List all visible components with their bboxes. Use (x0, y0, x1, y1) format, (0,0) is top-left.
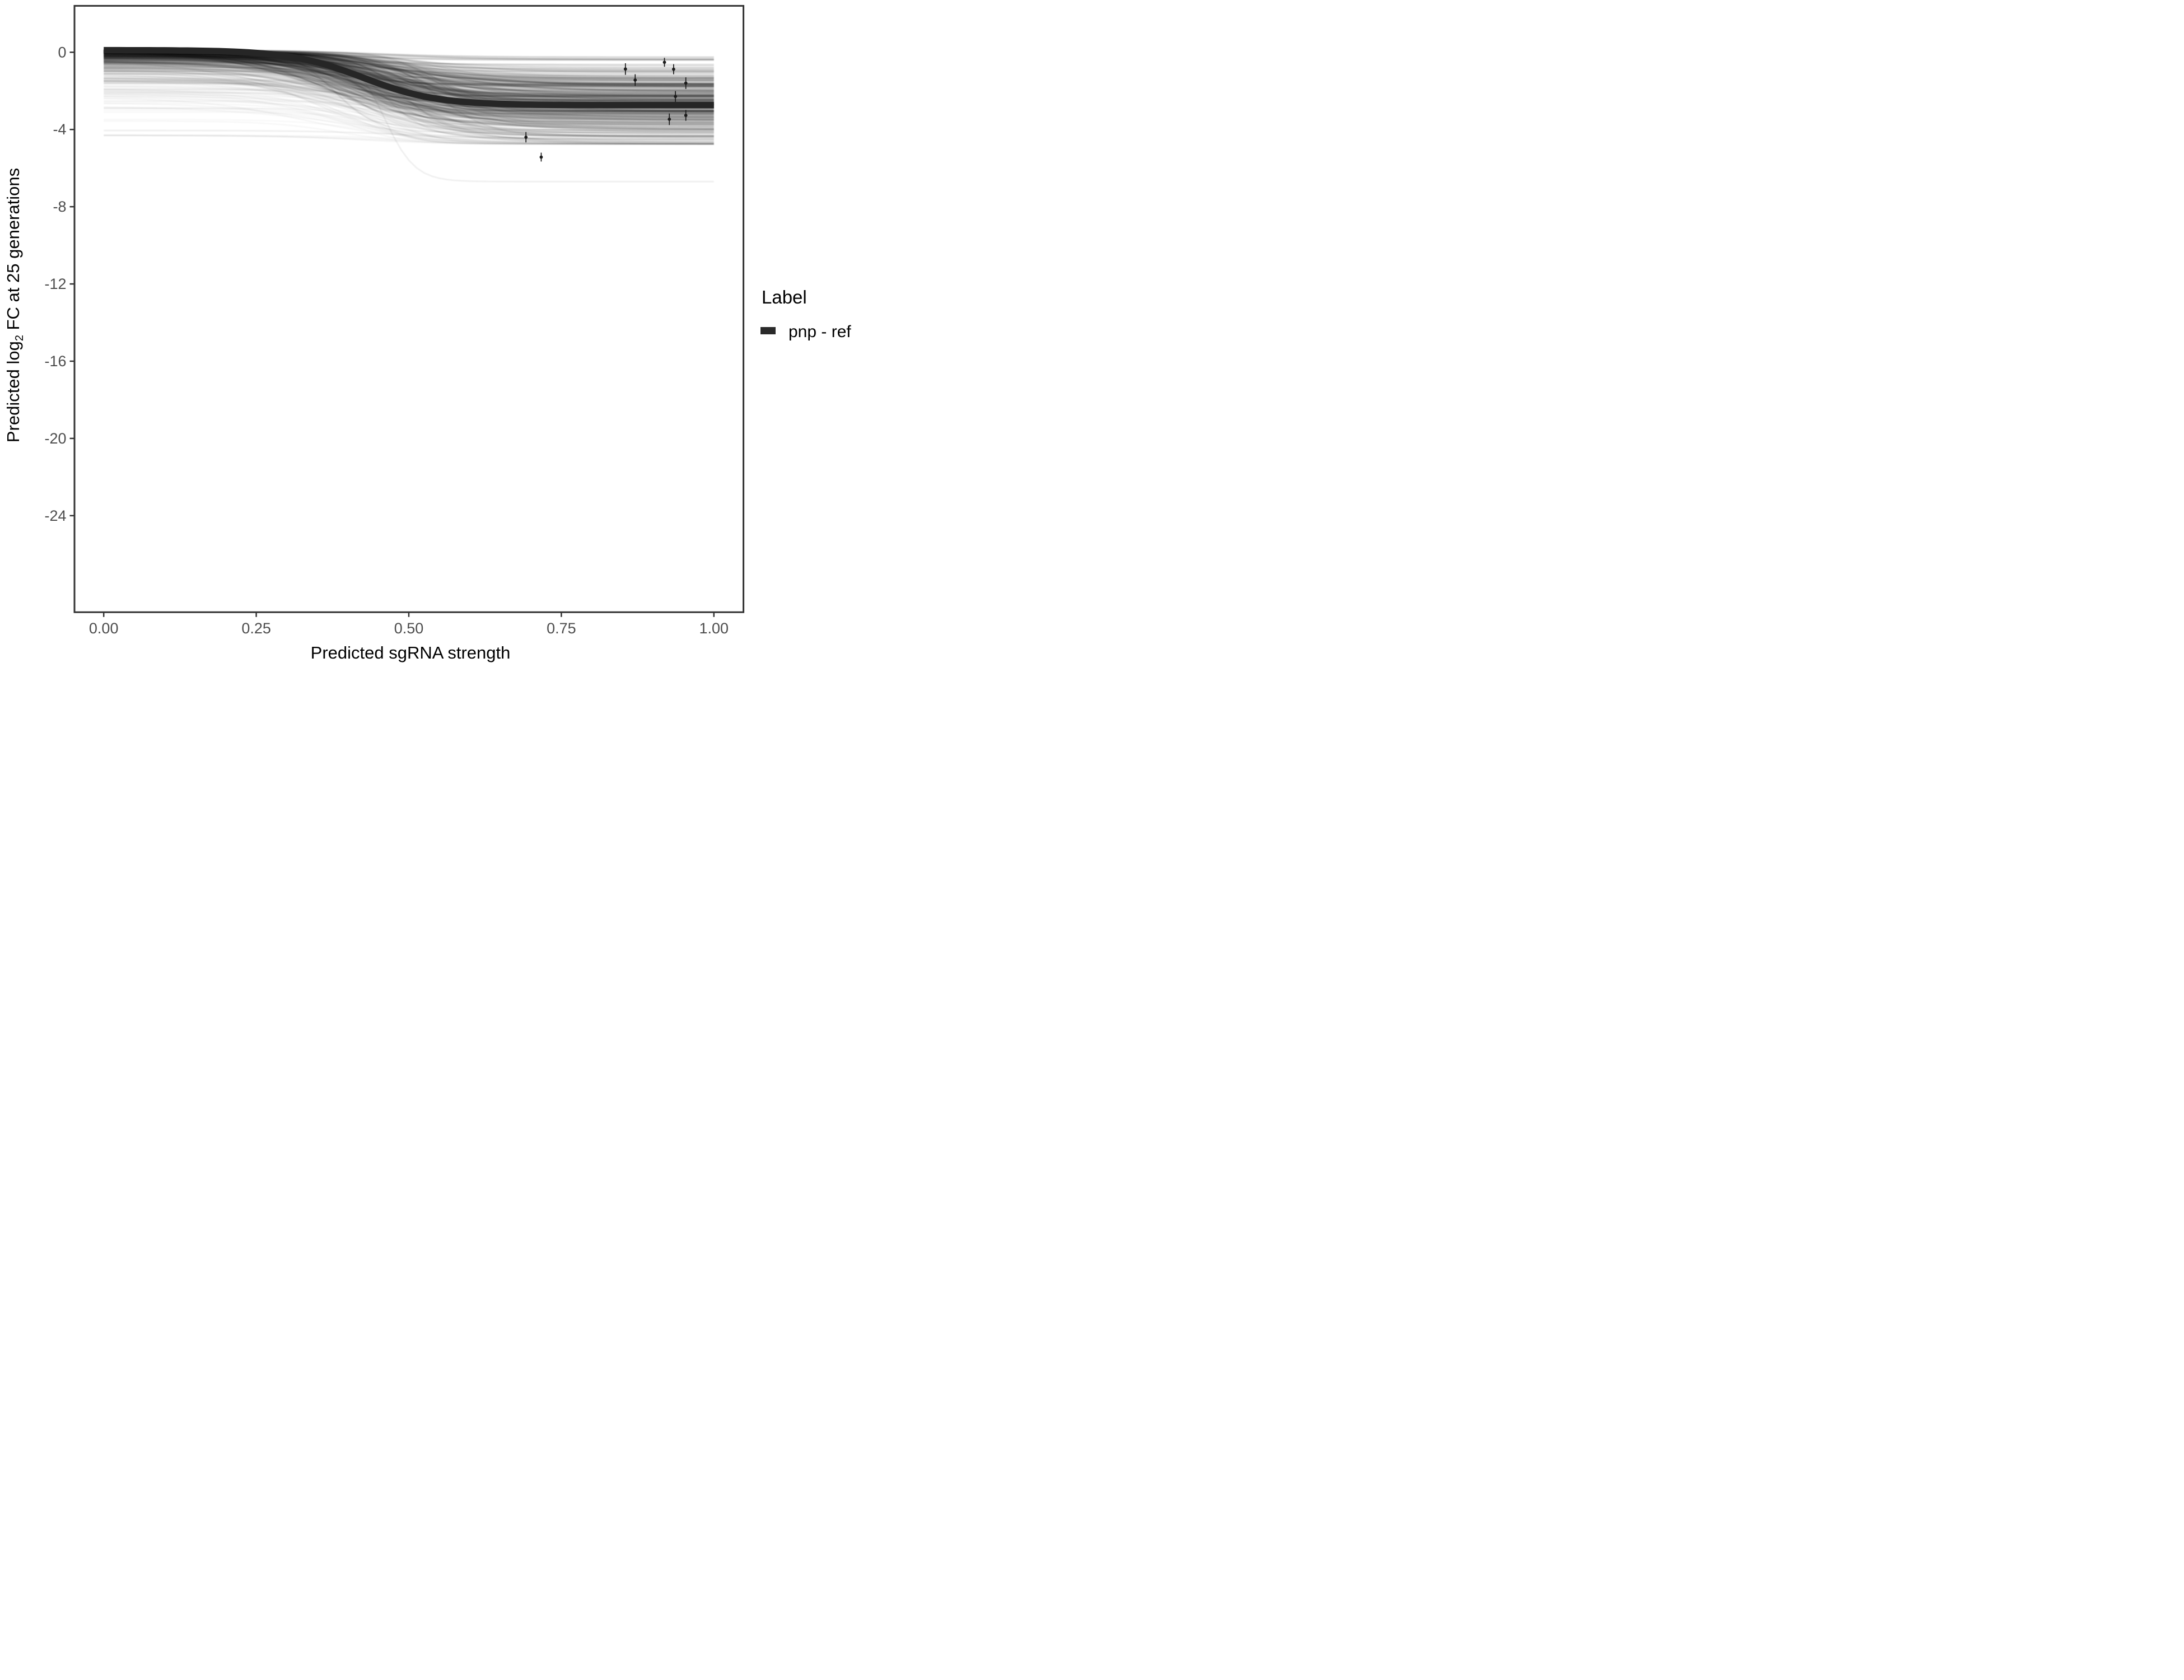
observed-pointrange (623, 63, 627, 75)
observed-pointrange (684, 77, 688, 89)
posterior-draw-curve (104, 77, 714, 112)
x-tick-label: 1.00 (699, 620, 729, 637)
data-point (668, 118, 671, 121)
data-point (674, 95, 678, 99)
posterior-draw-curve (104, 50, 714, 123)
posterior-draws-layer (104, 49, 714, 183)
observed-pointrange (633, 74, 637, 86)
posterior-draw-curve (104, 58, 714, 100)
x-tick-label: 0.00 (89, 620, 119, 637)
observed-pointrange (668, 113, 671, 125)
observed-pointrange (671, 64, 675, 74)
data-point (623, 67, 627, 71)
y-tick-label: -12 (44, 276, 66, 292)
fitted-line-layer (104, 46, 714, 109)
posterior-draw-curve-outlier (104, 53, 714, 183)
chart-figure: 0.00 0.25 0.50 0.75 1.00 0 -4 -8 -12 -16 -20 -24 P… (0, 0, 874, 672)
posterior-draw-curve (104, 73, 714, 92)
x-tick-label: 0.50 (394, 620, 424, 637)
y-tick-label: -8 (53, 198, 66, 215)
data-point (539, 155, 543, 159)
observed-pointrange (539, 152, 543, 162)
data-point (684, 81, 688, 85)
y-tick-label: -20 (44, 430, 66, 447)
posterior-draw-curve (104, 66, 714, 131)
y-axis-title-post: FC at 25 generations (3, 168, 23, 335)
y-axis-title-pre: Predicted log (3, 341, 23, 442)
x-tick-label: 0.75 (547, 620, 576, 637)
legend-title: Label (762, 287, 807, 307)
x-tick-label: 0.25 (241, 620, 271, 637)
legend-entry: pnp - ref (760, 323, 851, 341)
y-axis-title: Predicted log2 FC at 25 generations (3, 168, 26, 442)
legend: Label pnp - ref (760, 287, 851, 341)
data-point (662, 60, 666, 64)
y-axis-title-subscript: 2 (13, 335, 26, 341)
data-point (633, 78, 637, 82)
posterior-draw-curve (104, 55, 714, 98)
observed-points-layer (524, 58, 688, 162)
y-tick-label: -4 (53, 121, 66, 138)
posterior-draw-curve (104, 61, 714, 72)
posterior-draw-curve-outlier (104, 129, 714, 140)
y-tick-label: 0 (58, 44, 66, 60)
x-axis: 0.00 0.25 0.50 0.75 1.00 (89, 612, 729, 637)
observed-pointrange (684, 110, 688, 121)
observed-pointrange (524, 132, 528, 143)
y-tick-label: -24 (44, 507, 66, 524)
observed-pointrange (674, 91, 678, 102)
sigmoid-fit-chart: 0.00 0.25 0.50 0.75 1.00 0 -4 -8 -12 -16 -20 -24 P… (3, 4, 851, 662)
data-point (671, 67, 675, 71)
data-point (684, 114, 688, 117)
legend-key-line-swatch (760, 327, 776, 334)
y-axis: 0 -4 -8 -12 -16 -20 -24 (44, 44, 74, 524)
y-tick-label: -16 (44, 353, 66, 370)
data-point (524, 136, 528, 139)
observed-pointrange (662, 58, 666, 67)
legend-entry-label: pnp - ref (788, 323, 851, 341)
fitted-line-pnp-ref (104, 46, 714, 109)
x-axis-title: Predicted sgRNA strength (311, 643, 511, 662)
